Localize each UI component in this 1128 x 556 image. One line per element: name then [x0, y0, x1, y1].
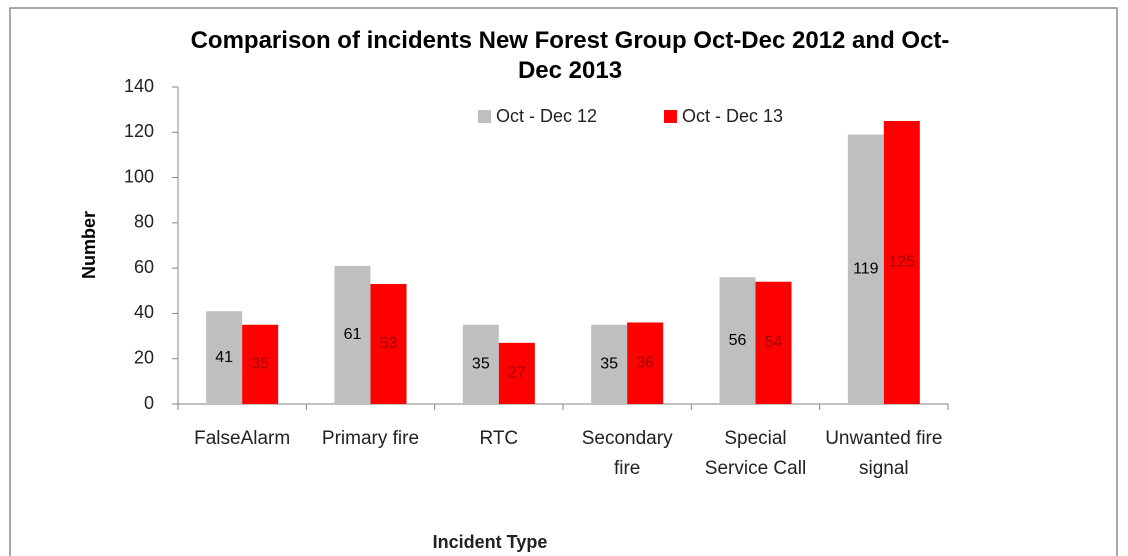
- value-label: 61: [344, 326, 362, 343]
- bar: [370, 283, 407, 404]
- y-tick-label: 140: [124, 76, 154, 96]
- value-label: 56: [729, 332, 747, 349]
- bar: [847, 134, 884, 405]
- value-label: 35: [251, 356, 269, 373]
- legend-label: Oct - Dec 13: [682, 106, 783, 126]
- legend-swatch: [478, 110, 491, 123]
- y-tick-label: 40: [134, 302, 154, 322]
- value-label: 35: [600, 356, 618, 373]
- bar: [591, 324, 628, 404]
- y-tick-label: 20: [134, 347, 154, 367]
- y-tick-label: 80: [134, 212, 154, 232]
- y-tick-label: 100: [124, 166, 154, 186]
- y-tick-label: 60: [134, 257, 154, 277]
- legend-label: Oct - Dec 12: [496, 106, 597, 126]
- value-label: 54: [765, 334, 783, 351]
- x-tick-label: Special Service Call: [704, 428, 807, 479]
- bar: [627, 322, 664, 404]
- value-label: 27: [508, 365, 526, 382]
- bar: [462, 324, 499, 404]
- bar: [719, 277, 756, 404]
- x-tick-label: Primary fire: [321, 428, 420, 449]
- chart-title: Comparison of incidents New Forest Group…: [190, 27, 950, 84]
- x-axis-label: Incident Type: [432, 532, 548, 552]
- value-label: 36: [636, 354, 654, 371]
- value-label: 53: [380, 335, 398, 352]
- x-tick-label: RTC: [479, 428, 519, 449]
- y-tick-label: 0: [144, 393, 154, 413]
- value-label: 35: [472, 356, 490, 373]
- x-tick-label: Unwanted fire signal: [825, 428, 943, 479]
- bar: [498, 342, 535, 404]
- y-tick-label: 120: [124, 121, 154, 141]
- legend-swatch: [664, 110, 677, 123]
- bar: [334, 265, 371, 404]
- value-label: 119: [853, 260, 879, 277]
- y-axis-label: Number: [79, 211, 99, 279]
- value-label: 41: [215, 349, 233, 366]
- chart-frame: [9, 7, 1118, 556]
- x-tick-label: FalseAlarm: [194, 428, 291, 449]
- bar: [883, 120, 920, 404]
- x-tick-label: Secondary fire: [581, 428, 673, 479]
- value-label: 125: [888, 254, 915, 271]
- bar: [755, 281, 792, 404]
- bar: [242, 324, 279, 404]
- bar: [206, 311, 243, 404]
